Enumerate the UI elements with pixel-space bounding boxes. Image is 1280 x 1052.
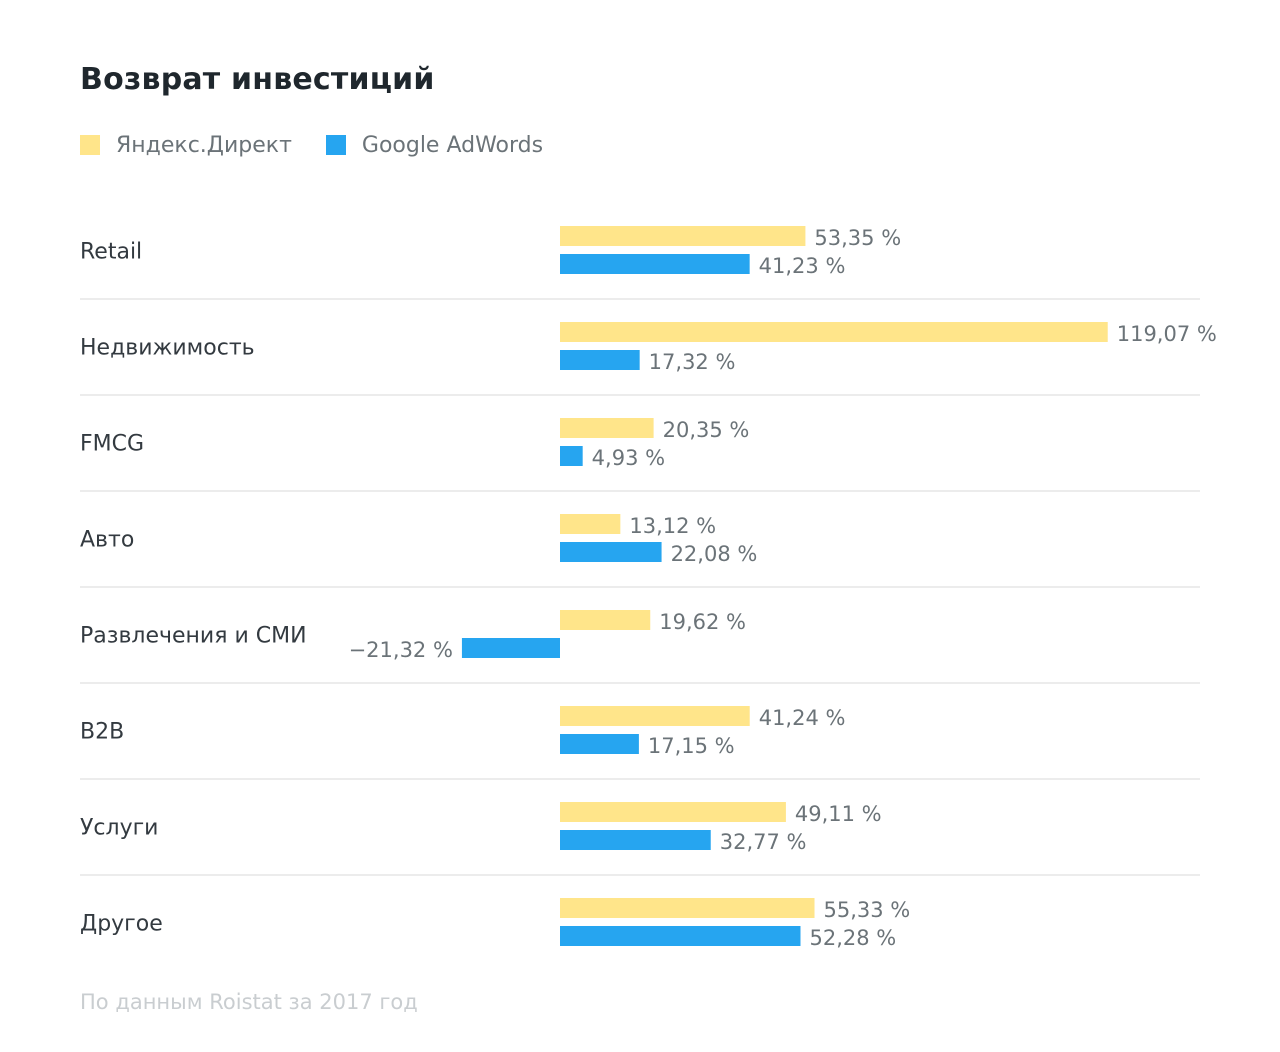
- bar-yandex: [560, 322, 1108, 342]
- chart-title: Возврат инвестиций: [80, 62, 435, 97]
- category-label: Другое: [80, 912, 163, 937]
- bar-yandex: [560, 706, 750, 726]
- category-label: FMCG: [80, 432, 144, 457]
- category-label: Развлечения и СМИ: [80, 624, 307, 649]
- category-label: Retail: [80, 240, 142, 265]
- footnote: По данным Roistat за 2017 год: [80, 990, 418, 1014]
- bar-yandex: [560, 514, 621, 534]
- value-label: 119,07 %: [1117, 322, 1217, 346]
- value-label: 41,24 %: [759, 706, 846, 730]
- legend-swatch-google: [325, 135, 346, 155]
- bar-google: [560, 542, 662, 562]
- bar-yandex: [560, 418, 654, 438]
- bar-google: [560, 926, 801, 946]
- category-label: Авто: [80, 528, 134, 553]
- value-label: 22,08 %: [671, 542, 758, 566]
- value-label: 4,93 %: [592, 446, 665, 470]
- value-label: 17,32 %: [649, 350, 736, 374]
- value-label: 13,12 %: [629, 514, 716, 538]
- legend: Яндекс.Директ Google AdWords: [80, 130, 577, 160]
- legend-swatch-yandex: [80, 135, 100, 155]
- legend-item-google: Google AdWords: [325, 132, 544, 158]
- value-label: 55,33 %: [824, 898, 911, 922]
- value-label: 32,77 %: [720, 830, 807, 854]
- bar-google: [560, 446, 583, 466]
- bar-google: [560, 350, 640, 370]
- bar-google: [560, 254, 750, 274]
- category-label: Услуги: [80, 816, 158, 841]
- bar-yandex: [560, 802, 786, 822]
- value-label: 52,28 %: [809, 926, 896, 950]
- bar-google: [461, 638, 560, 658]
- value-label: 41,23 %: [759, 254, 846, 278]
- legend-label-yandex: Яндекс.Директ: [116, 132, 292, 158]
- value-label: 53,35 %: [814, 226, 901, 250]
- bar-yandex: [560, 610, 651, 630]
- bar-yandex: [560, 226, 806, 246]
- category-label: Недвижимость: [80, 336, 255, 361]
- value-label: 20,35 %: [663, 418, 750, 442]
- category-label: B2B: [80, 720, 124, 745]
- bar-google: [560, 830, 711, 850]
- value-label: 17,15 %: [648, 734, 735, 758]
- bar-yandex: [560, 898, 815, 918]
- legend-label-google: Google AdWords: [361, 132, 544, 158]
- value-label: 49,11 %: [795, 802, 882, 826]
- value-label: 19,62 %: [659, 610, 746, 634]
- legend-item-yandex: Яндекс.Директ: [80, 133, 292, 158]
- value-label: −21,32 %: [349, 638, 453, 662]
- bar-google: [560, 734, 639, 754]
